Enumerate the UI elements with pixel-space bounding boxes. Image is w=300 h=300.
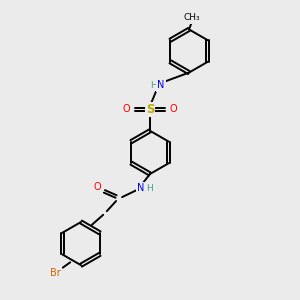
Text: O: O — [122, 104, 130, 115]
Text: Br: Br — [50, 268, 61, 278]
Text: N: N — [158, 80, 165, 91]
Text: CH₃: CH₃ — [184, 14, 200, 22]
Text: H: H — [146, 184, 153, 193]
Text: H: H — [150, 81, 156, 90]
Text: O: O — [170, 104, 178, 115]
Text: N: N — [137, 183, 145, 194]
Text: O: O — [94, 182, 101, 192]
Text: S: S — [146, 103, 154, 116]
